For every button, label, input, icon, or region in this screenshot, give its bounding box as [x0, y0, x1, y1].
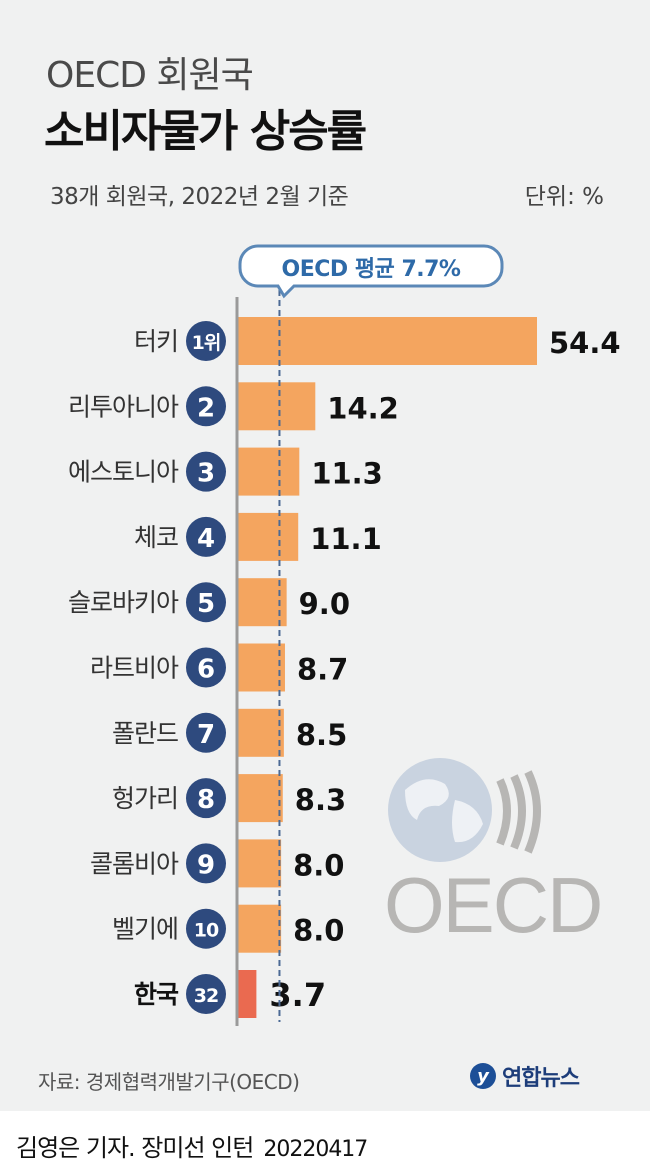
chart-subtitle: 38개 회원국, 2022년 2월 기준	[50, 184, 349, 210]
bar	[237, 382, 316, 431]
rank-label: 4	[197, 524, 215, 554]
average-callout	[238, 244, 504, 299]
data-label: 11.1	[310, 522, 382, 556]
data-label: 9.0	[299, 587, 350, 621]
rank-badge	[186, 908, 226, 949]
category-label: 터키	[134, 327, 178, 356]
category-label: 체코	[134, 523, 178, 552]
category-label: 벨기에	[112, 915, 178, 944]
rank-badge	[186, 647, 226, 688]
rank-badge	[186, 712, 226, 753]
rank-label: 9	[197, 850, 215, 880]
rank-badge	[186, 582, 226, 623]
bar	[237, 578, 287, 627]
rank-label: 7	[197, 720, 215, 750]
bar	[237, 708, 284, 757]
credit-line: 김영은 기자. 장미선 인턴 20220417	[16, 1128, 368, 1163]
brand-logo: y 연합뉴스	[470, 1060, 580, 1092]
oecd-logo-text: OECD	[384, 861, 603, 949]
data-label: 8.0	[293, 914, 344, 948]
chart-title-line2: 소비자물가 상승률	[44, 106, 367, 157]
data-label: 8.0	[293, 848, 344, 882]
unit-label: 단위: %	[524, 184, 604, 210]
data-label: 8.7	[297, 653, 348, 687]
data-label: 14.2	[327, 391, 399, 425]
rank-badge	[186, 974, 226, 1014]
category-label: 슬로바키아	[68, 588, 179, 617]
data-label: 8.5	[296, 718, 347, 752]
rank-label: 5	[197, 589, 215, 619]
bar	[237, 447, 300, 496]
category-label: 한국	[134, 980, 179, 1009]
average-label: OECD 평균 7.7%	[282, 257, 461, 282]
data-label: 54.4	[549, 326, 621, 360]
rank-badge	[186, 843, 226, 884]
bar	[237, 317, 537, 365]
category-label: 콜롬비아	[90, 849, 179, 878]
category-label: 라트비아	[90, 654, 179, 683]
rank-label: 32	[194, 985, 218, 1007]
bar	[237, 970, 257, 1018]
data-label: 8.3	[295, 783, 346, 817]
rank-label: 10	[194, 920, 219, 942]
rank-label: 1위	[192, 332, 221, 354]
credit-date: 20220417	[263, 1137, 368, 1162]
rank-label: 6	[197, 655, 215, 685]
rank-badge	[186, 451, 226, 492]
category-label: 헝가리	[112, 784, 178, 813]
credit-authors: 김영은 기자. 장미선 인턴	[16, 1134, 254, 1162]
bar	[237, 512, 299, 561]
yonhap-mark-icon: y	[470, 1063, 496, 1089]
bar-chart: 54.4 1위 터키 14.2 2 리투아니아 11.3 3 에스토니아 11.1 4 체코 9.0 5슬…	[68, 244, 621, 1026]
brand-name: 연합뉴스	[502, 1066, 580, 1091]
chart-panel	[0, 0, 650, 1111]
data-label: 3.7	[269, 976, 326, 1014]
rank-badge	[186, 778, 226, 819]
bar	[237, 904, 282, 953]
rank-label: 2	[197, 393, 215, 423]
category-label: 폴란드	[112, 719, 178, 748]
oecd-globe-icon	[388, 758, 541, 862]
source-note: 자료: 경제협력개발기구(OECD)	[38, 1070, 300, 1094]
bar	[237, 643, 285, 692]
rank-label: 8	[197, 785, 215, 815]
rank-badge	[186, 321, 226, 361]
chart-title-line1: OECD 회원국	[46, 55, 254, 96]
rank-badge	[186, 516, 226, 557]
rank-badge	[186, 386, 226, 427]
category-label: 에스토니아	[68, 458, 179, 487]
data-label: 11.3	[311, 457, 383, 491]
bar	[237, 839, 282, 888]
rank-label: 3	[197, 459, 215, 489]
category-label: 리투아니아	[68, 392, 179, 421]
bar	[237, 774, 283, 823]
